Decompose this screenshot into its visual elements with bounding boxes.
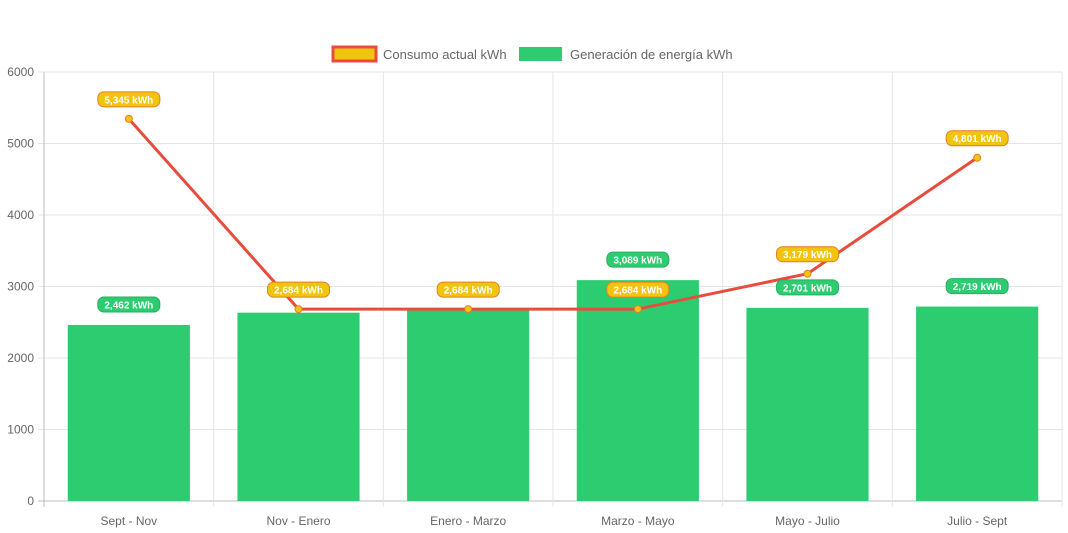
x-tick-label: Julio - Sept	[947, 514, 1008, 528]
data-label-consumo-bg	[945, 130, 1009, 147]
line-point	[633, 305, 642, 314]
x-tick-label: Enero - Marzo	[430, 514, 506, 528]
bar	[67, 324, 190, 501]
data-label-consumo: 5,345 kWh	[104, 95, 153, 106]
data-label-consumo: 2,684 kWh	[274, 286, 323, 297]
x-tick-label: Mayo - Julio	[775, 514, 840, 528]
legend-swatch-consumo	[331, 45, 378, 63]
legend-label-consumo: Consumo actual kWh	[383, 47, 507, 62]
legend-item-consumo[interactable]: Consumo actual kWh	[331, 45, 507, 63]
legend-item-generacion[interactable]: Generación de energía kWh	[519, 47, 733, 62]
grid	[38, 71, 1063, 507]
line-point	[973, 153, 982, 162]
x-tick-label: Marzo - Mayo	[601, 514, 675, 528]
data-label-generacion: 2,462 kWh	[104, 300, 153, 311]
data-label-generacion: 2,719 kWh	[953, 282, 1002, 293]
x-tick-label: Nov - Enero	[266, 514, 330, 528]
data-label-consumo-bg	[606, 281, 670, 298]
y-tick-label: 3000	[7, 280, 34, 294]
x-axis: Sept - Nov Nov - Enero Enero - Marzo Marzo …	[100, 514, 1007, 528]
bar-series-generacion	[67, 280, 1039, 501]
data-label-generacion-bg	[606, 251, 670, 268]
y-tick-label: 2000	[7, 351, 34, 365]
data-label-consumo: 3,179 kWh	[783, 250, 832, 261]
line-point	[124, 114, 133, 123]
line-point	[803, 269, 812, 278]
legend-label-generacion: Generación de energía kWh	[570, 47, 733, 62]
data-labels-consumo: 5,345 kWh 2,684 kWh 2,684 kWh 2,684 kWh 3,17…	[97, 91, 1009, 298]
y-tick-label: 1000	[7, 423, 34, 437]
y-tick-label: 6000	[7, 65, 34, 79]
bar	[407, 309, 530, 501]
y-axis: 0 1000 2000 3000 4000 5000 6000	[7, 65, 34, 508]
data-label-consumo: 2,684 kWh	[613, 286, 662, 297]
data-label-generacion: 3,089 kWh	[613, 256, 662, 267]
data-label-consumo-bg	[436, 281, 500, 298]
line-point	[464, 305, 473, 314]
bar	[576, 280, 699, 501]
data-label-consumo-bg	[267, 281, 330, 298]
data-label-generacion: 2,701 kWh	[783, 283, 832, 294]
y-tick-label: 5000	[7, 137, 34, 151]
data-label-consumo-bg	[776, 246, 839, 263]
legend-swatch-generacion	[519, 47, 562, 61]
data-label-consumo-bg	[97, 91, 161, 108]
data-label-generacion-bg	[776, 279, 839, 296]
x-tick-label: Sept - Nov	[100, 514, 157, 528]
data-label-consumo: 2,684 kWh	[444, 286, 493, 297]
line-point	[294, 305, 303, 314]
data-labels-generacion: 2,462 kWh 3,089 kWh 2,701 kWh 2,719 kWh	[97, 251, 1009, 313]
y-tick-label: 4000	[7, 208, 34, 222]
data-label-generacion-bg	[97, 296, 161, 313]
bar	[916, 306, 1039, 501]
bar	[746, 307, 869, 501]
y-tick-label: 0	[27, 494, 34, 508]
bar	[237, 312, 360, 501]
legend: Consumo actual kWh Generación de energía…	[331, 45, 733, 63]
data-label-generacion-bg	[945, 278, 1009, 295]
data-label-consumo: 4,801 kWh	[953, 134, 1002, 145]
